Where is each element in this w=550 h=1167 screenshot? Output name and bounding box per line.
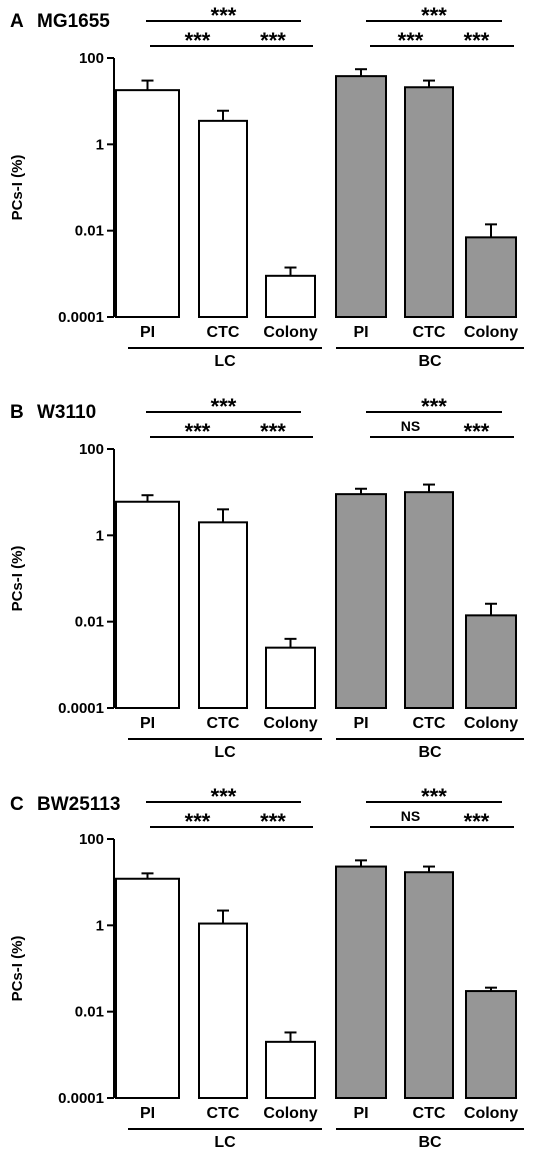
x-tick-label: CTC [207,324,240,341]
significance-label: *** [464,419,490,444]
significance-label: *** [211,394,237,419]
x-tick-label: CTC [413,1105,446,1122]
x-tick-label: Colony [464,1105,518,1122]
bar-pi-bc [335,75,387,318]
x-tick-label: CTC [413,324,446,341]
panel-letter: C [10,794,24,815]
significance-label: *** [185,809,211,834]
significance-label: *** [211,784,237,809]
x-tick-label: CTC [207,715,240,732]
panel-title: BW25113 [37,794,120,815]
significance-label: *** [185,28,211,53]
x-tick-label: CTC [413,715,446,732]
significance-label: *** [421,394,447,419]
chart-panel-a: A MG1655 PCs-I (%) 0.0001 0.01 1 100 PI CTC Colon… [9,3,524,370]
x-tick-label: Colony [263,324,317,341]
x-tick-label: Colony [263,715,317,732]
bar-pi-bc [335,493,387,710]
bar-ctc-lc [198,922,248,1100]
y-tick-label: 1 [96,136,104,153]
bar-pi-lc [115,877,180,1099]
x-tick-label: PI [140,1105,155,1122]
x-tick-label: PI [353,1105,368,1122]
y-tick-label: 0.01 [75,223,104,240]
bar-pi-lc [115,89,180,318]
y-tick-label: 100 [79,441,104,458]
panel-letter: A [10,11,24,32]
group-label-lc: LC [214,1134,236,1151]
significance-label: *** [398,28,424,53]
x-tick-label: PI [140,715,155,732]
panel-title: MG1655 [37,11,110,32]
bar-pi-lc [115,500,180,709]
significance-label: NS [401,418,420,434]
group-label-bc: BC [418,353,442,370]
significance-label: *** [421,3,447,28]
bar-ctc-bc [404,86,454,318]
significance-label: *** [260,28,286,53]
significance-label: *** [260,419,286,444]
bar-ctc-lc [198,119,248,318]
y-tick-label: 100 [79,831,104,848]
y-axis-label: PCs-I (%) [9,546,26,612]
bar-ctc-bc [404,491,454,709]
chart-panel-b: B W3110 PCs-I (%) 0.0001 0.01 1 100 PI CTC Colony… [9,394,524,761]
y-axis-label: PCs-I (%) [9,936,26,1002]
bar-pi-bc [335,865,387,1099]
significance-label: NS [401,808,420,824]
group-label-bc: BC [418,744,442,761]
bar-colony-lc [265,274,316,318]
significance-label: *** [260,809,286,834]
bar-colony-lc [265,1040,316,1099]
y-tick-label: 0.0001 [58,309,104,326]
y-tick-label: 1 [96,527,104,544]
bar-ctc-bc [404,871,454,1099]
significance-label: *** [464,28,490,53]
x-tick-label: CTC [207,1105,240,1122]
y-tick-label: 0.0001 [58,700,104,717]
panel-title: W3110 [37,402,96,423]
y-tick-label: 100 [79,50,104,67]
bar-colony-bc [465,614,517,710]
significance-label: *** [421,784,447,809]
x-tick-label: Colony [464,324,518,341]
x-tick-label: Colony [263,1105,317,1122]
significance-label: *** [211,3,237,28]
y-tick-label: 0.01 [75,1004,104,1021]
x-tick-label: PI [353,715,368,732]
group-label-bc: BC [418,1134,442,1151]
y-tick-label: 1 [96,917,104,934]
group-label-lc: LC [214,744,236,761]
x-tick-label: Colony [464,715,518,732]
y-tick-label: 0.01 [75,614,104,631]
chart-panel-c: C BW25113 PCs-I (%) 0.0001 0.01 1 100 PI CTC Colo… [9,784,524,1151]
bar-colony-bc [465,236,517,318]
x-tick-label: PI [353,324,368,341]
significance-label: *** [185,419,211,444]
x-tick-label: PI [140,324,155,341]
bar-ctc-lc [198,521,248,709]
y-axis-label: PCs-I (%) [9,155,26,221]
y-tick-label: 0.0001 [58,1090,104,1107]
group-label-lc: LC [214,353,236,370]
bar-colony-lc [265,646,316,709]
significance-label: *** [464,809,490,834]
panel-letter: B [10,402,24,423]
bar-colony-bc [465,990,517,1099]
